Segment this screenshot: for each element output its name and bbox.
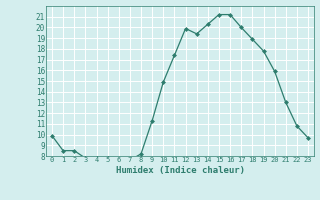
X-axis label: Humidex (Indice chaleur): Humidex (Indice chaleur) — [116, 166, 244, 175]
